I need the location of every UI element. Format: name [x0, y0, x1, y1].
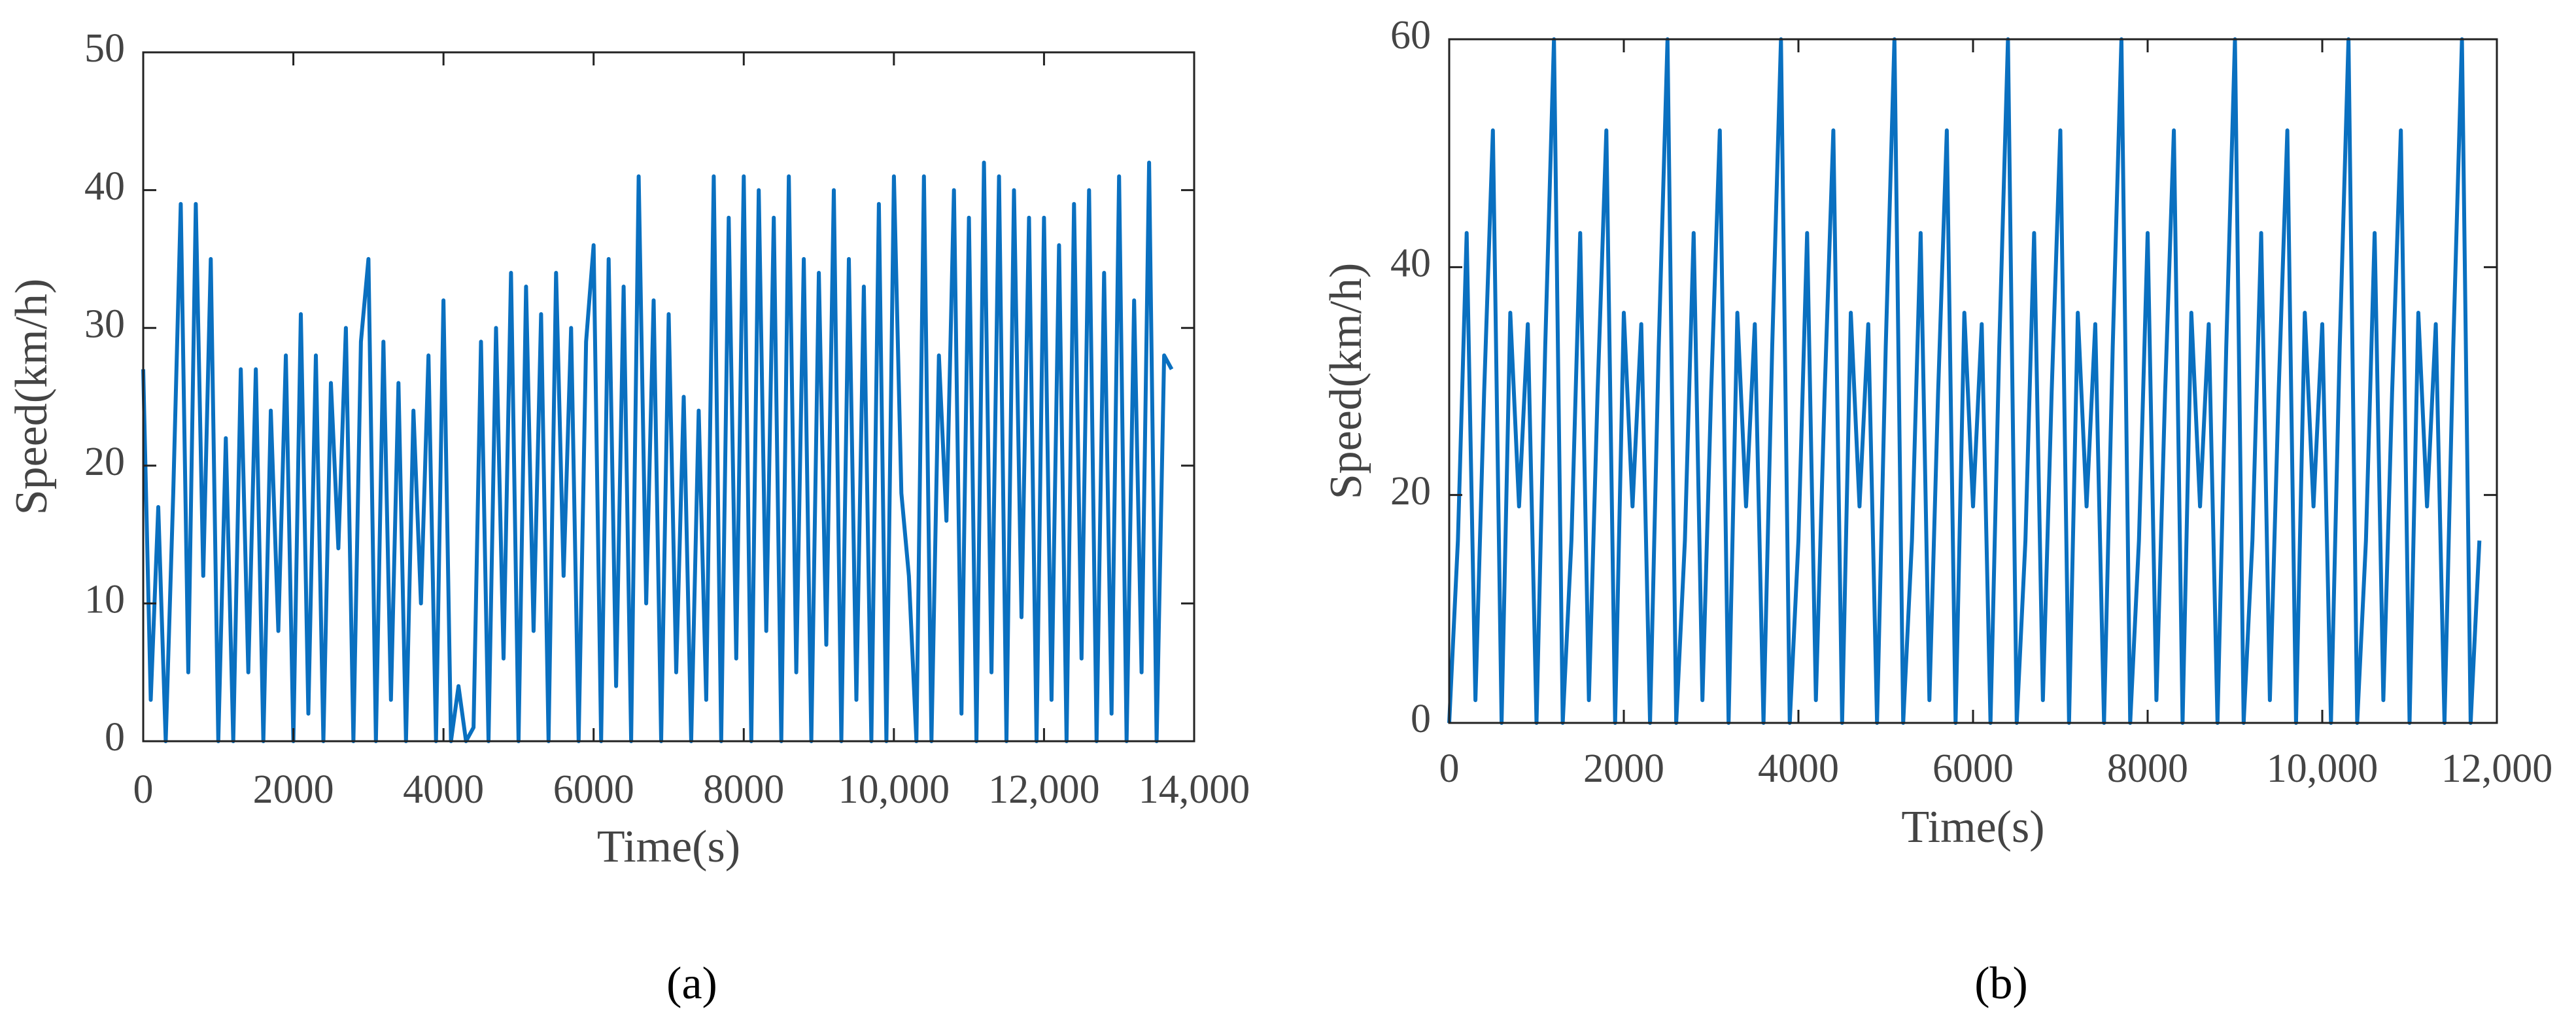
x-tick-label: 0 — [1439, 746, 1460, 791]
data-line — [141, 160, 1174, 743]
data-line — [1447, 37, 2482, 725]
x-tick-label: 4000 — [403, 767, 484, 812]
x-tick-label: 14,000 — [1139, 767, 1250, 812]
x-tick-label: 12,000 — [2441, 746, 2553, 791]
x-tick-label: 8000 — [703, 767, 784, 812]
y-axis-label: Speed(km/h) — [7, 279, 57, 516]
x-tick-label: 6000 — [553, 767, 634, 812]
x-tick-label: 2000 — [1583, 746, 1664, 791]
y-tick-label: 0 — [105, 715, 125, 760]
x-axis-label: Time(s) — [1901, 802, 2044, 852]
y-axis-label: Speed(km/h) — [1321, 263, 1371, 500]
x-axis-label: Time(s) — [597, 822, 740, 872]
x-tick-label: 4000 — [1758, 746, 1839, 791]
y-tick-label: 0 — [1411, 697, 1431, 741]
caption: (b) — [1974, 958, 2028, 1009]
x-tick-label: 10,000 — [2267, 746, 2379, 791]
y-tick-label: 10 — [84, 578, 125, 622]
caption: (a) — [666, 958, 717, 1009]
y-tick-label: 40 — [1390, 241, 1431, 286]
y-tick-label: 40 — [84, 164, 125, 209]
y-tick-label: 60 — [1390, 13, 1431, 58]
x-tick-label: 8000 — [2107, 746, 2188, 791]
plot-frame — [142, 51, 1195, 743]
x-tick-label: 0 — [133, 767, 154, 812]
x-tick-label: 12,000 — [988, 767, 1100, 812]
y-tick-label: 50 — [84, 26, 125, 71]
x-tick-label: 2000 — [253, 767, 334, 812]
x-tick-label: 10,000 — [838, 767, 950, 812]
y-tick-label: 30 — [84, 302, 125, 346]
x-tick-label: 6000 — [1932, 746, 2014, 791]
y-tick-label: 20 — [1390, 469, 1431, 514]
y-tick-label: 20 — [84, 440, 125, 484]
